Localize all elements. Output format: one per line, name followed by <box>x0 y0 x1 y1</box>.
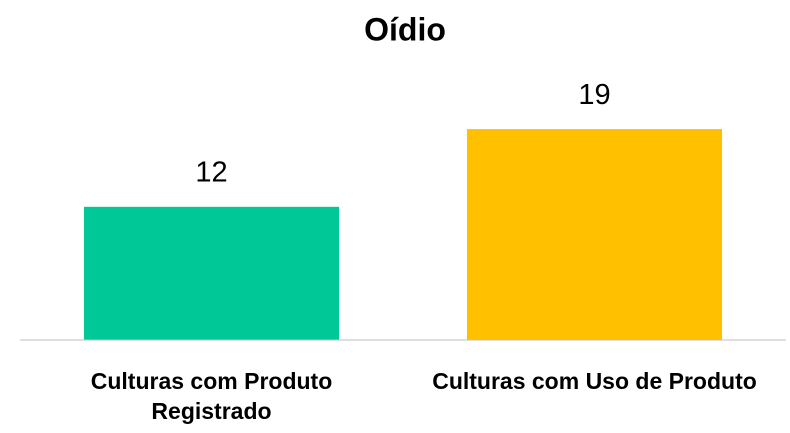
data-label: 19 <box>578 79 610 111</box>
data-label: 12 <box>195 156 227 188</box>
x-tick-label: Culturas com Produto Registrado <box>91 368 333 424</box>
bar <box>83 206 340 340</box>
bar <box>466 129 723 340</box>
chart-title: Oídio <box>364 11 446 47</box>
x-tick-label: Culturas com Uso de Produto <box>432 368 757 394</box>
